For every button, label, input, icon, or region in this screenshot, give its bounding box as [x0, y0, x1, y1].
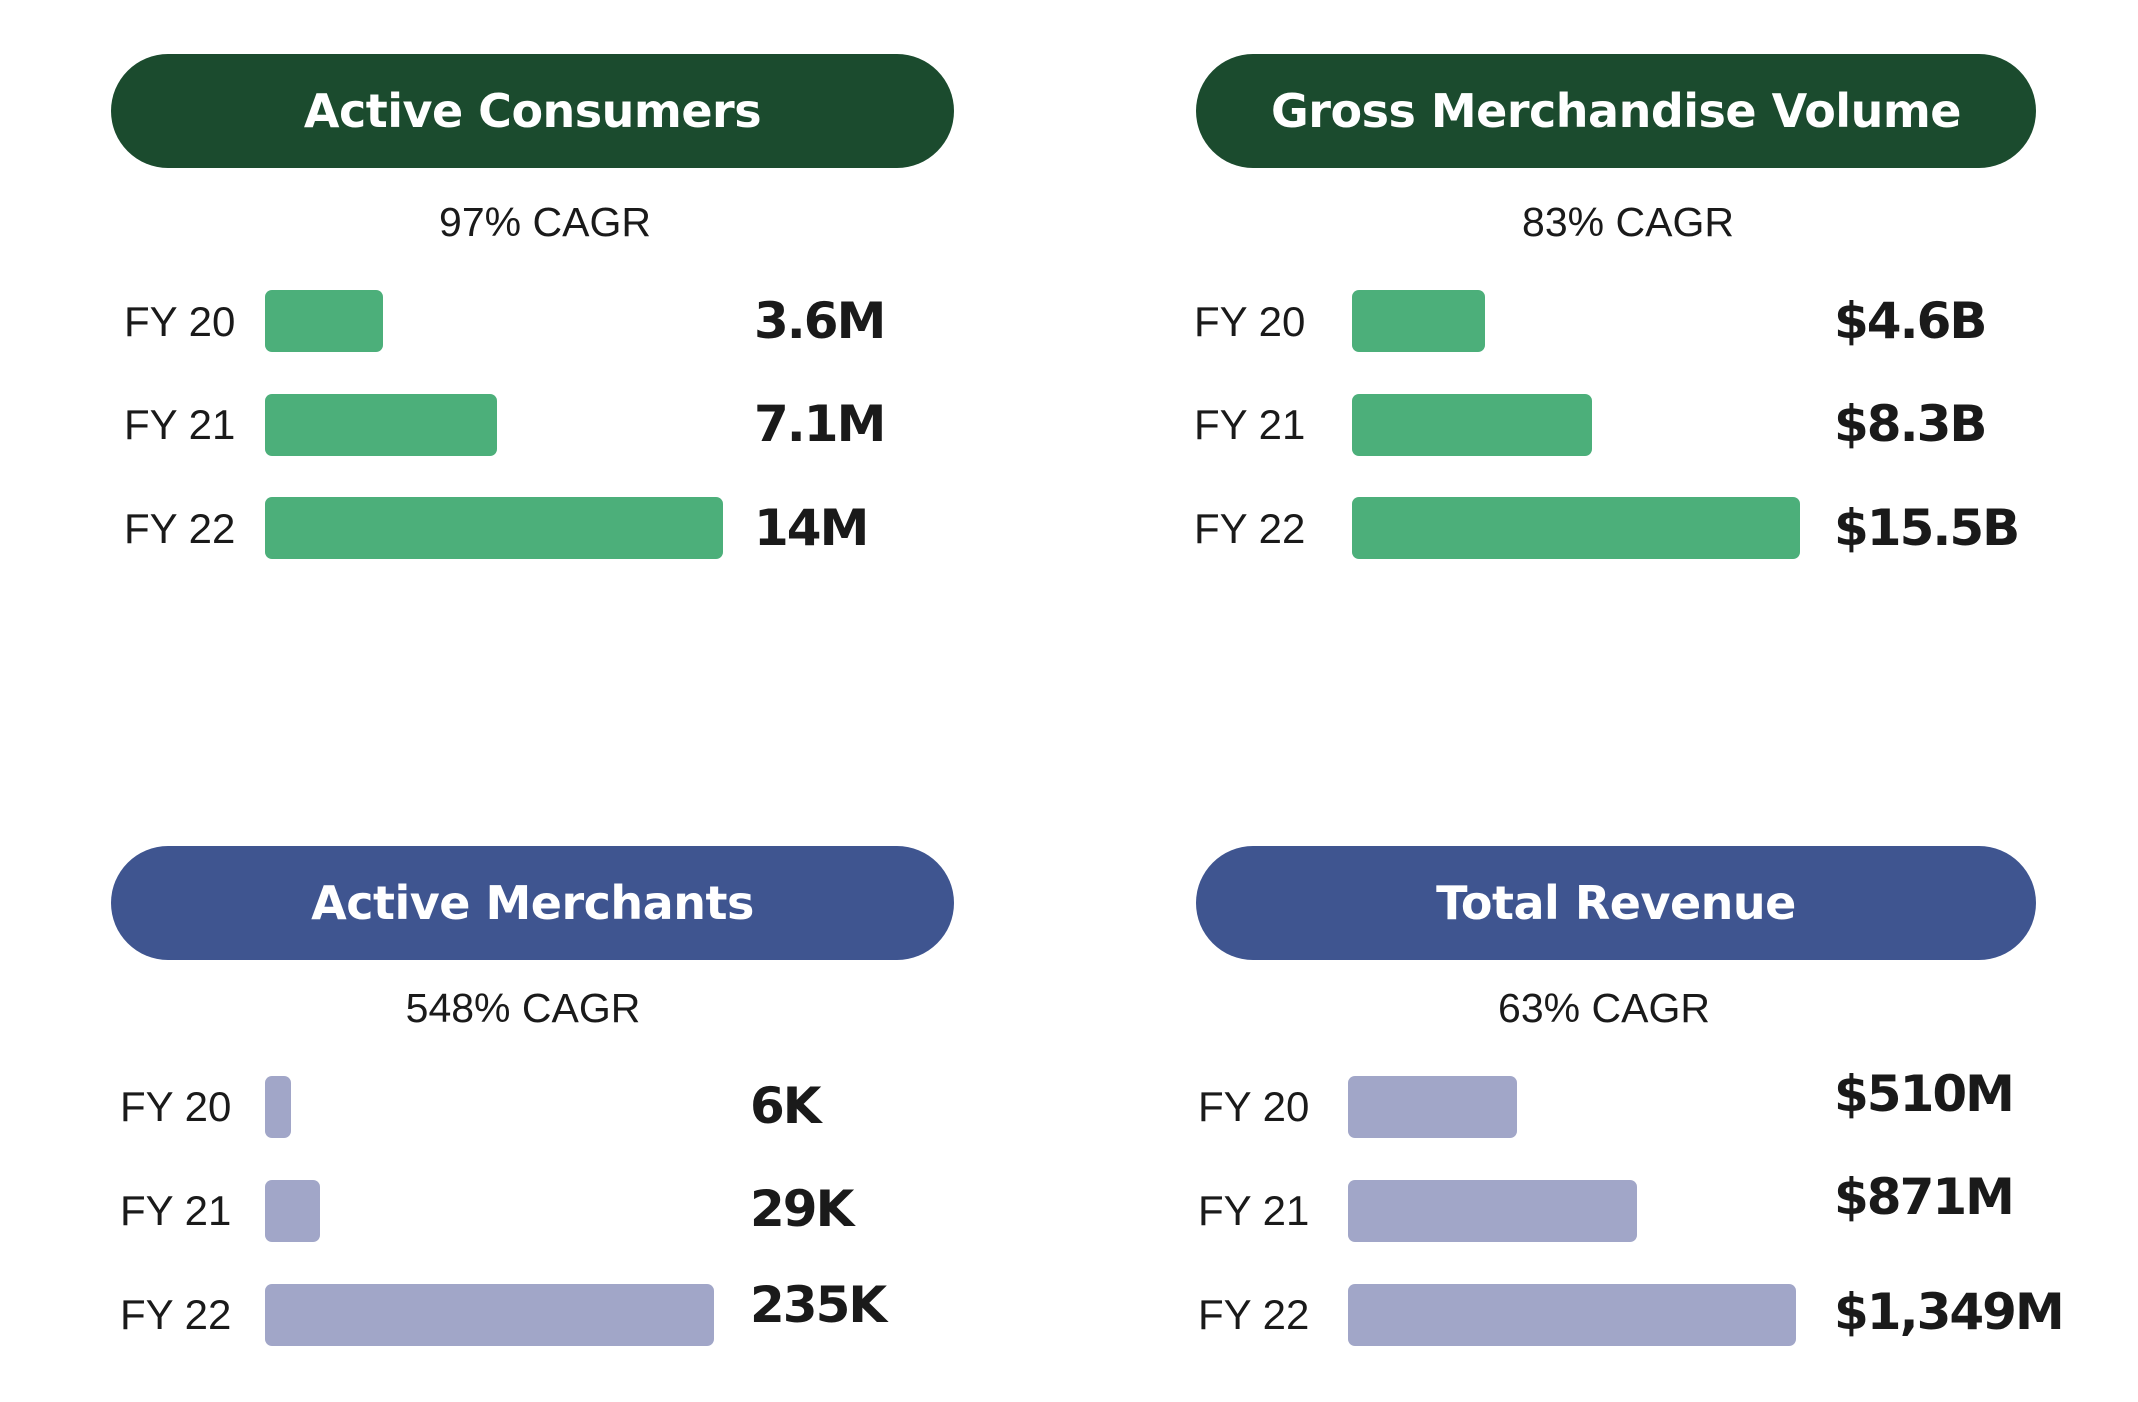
category-label-fy21: FY 21 [124, 401, 236, 448]
bar-fy20 [1352, 290, 1485, 352]
cagr-label: 63% CAGR [1498, 985, 1710, 1031]
category-label-fy21: FY 21 [1194, 401, 1306, 448]
value-label-fy22: 235K [750, 1276, 887, 1334]
chart-title-pill: Active Merchants [111, 846, 954, 960]
bar-fy21 [1352, 394, 1592, 456]
value-label-fy21: 29K [750, 1180, 854, 1238]
bar-fy22 [265, 497, 723, 559]
cagr-label: 83% CAGR [1522, 199, 1734, 245]
bar-fy21 [265, 394, 497, 456]
value-label-fy20: $4.6B [1834, 292, 1987, 350]
bar-fy20 [265, 1076, 291, 1138]
chart-title: Gross Merchandise Volume [1271, 84, 1961, 138]
value-label-fy22: $1,349M [1834, 1283, 2065, 1341]
chart-title-pill: Total Revenue [1196, 846, 2036, 960]
chart-title: Active Consumers [303, 84, 762, 138]
value-label-fy22: 14M [754, 499, 869, 557]
value-label-fy20: $510M [1834, 1065, 2015, 1123]
chart-title-pill: Active Consumers [111, 54, 954, 168]
bar-fy20 [265, 290, 383, 352]
value-label-fy21: $8.3B [1834, 395, 1987, 453]
value-label-fy21: 7.1M [754, 395, 886, 453]
bar-fy22 [1348, 1284, 1796, 1346]
bar-fy22 [265, 1284, 714, 1346]
category-label-fy20: FY 20 [1198, 1083, 1310, 1130]
value-label-fy20: 6K [750, 1077, 822, 1135]
cagr-label: 548% CAGR [405, 985, 641, 1031]
cagr-label: 97% CAGR [439, 199, 651, 245]
bar-fy22 [1352, 497, 1800, 559]
category-label-fy22: FY 22 [1194, 505, 1306, 552]
category-label-fy22: FY 22 [124, 505, 236, 552]
value-label-fy20: 3.6M [754, 292, 886, 350]
category-label-fy20: FY 20 [1194, 298, 1306, 345]
chart-title-pill: Gross Merchandise Volume [1196, 54, 2036, 168]
category-label-fy21: FY 21 [120, 1187, 232, 1234]
value-label-fy21: $871M [1834, 1168, 2015, 1226]
bar-fy20 [1348, 1076, 1517, 1138]
category-label-fy22: FY 22 [120, 1291, 232, 1338]
category-label-fy21: FY 21 [1198, 1187, 1310, 1234]
chart-title: Active Merchants [311, 876, 754, 930]
bar-fy21 [1348, 1180, 1637, 1242]
category-label-fy22: FY 22 [1198, 1291, 1310, 1338]
value-label-fy22: $15.5B [1834, 499, 2020, 557]
category-label-fy20: FY 20 [120, 1083, 232, 1130]
chart-title: Total Revenue [1436, 876, 1796, 930]
bar-fy21 [265, 1180, 320, 1242]
category-label-fy20: FY 20 [124, 298, 236, 345]
